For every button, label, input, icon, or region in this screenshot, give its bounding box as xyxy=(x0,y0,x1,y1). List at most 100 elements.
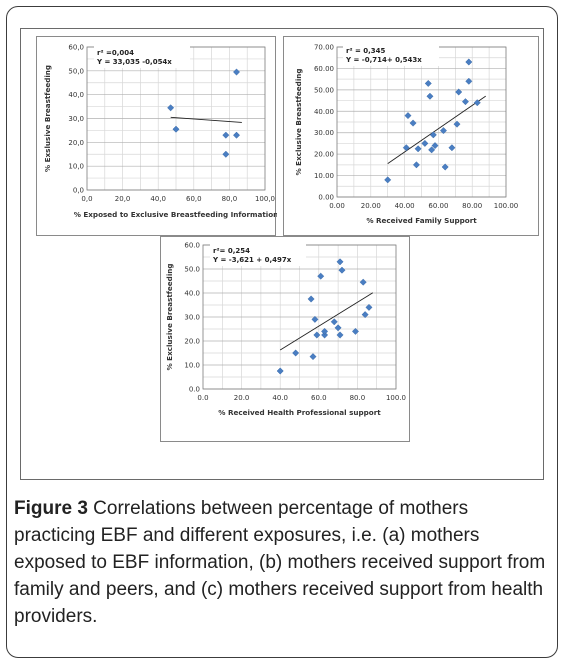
x-tick-label: 100,0 xyxy=(255,195,275,203)
regression-annotation: Y = 33,035 -0,054x xyxy=(96,58,172,66)
data-point xyxy=(313,331,321,339)
annotation-box xyxy=(94,46,190,68)
data-point xyxy=(167,104,175,112)
data-point xyxy=(321,327,329,335)
x-axis-label: % Received Family Support xyxy=(366,216,477,225)
scatter-chart-b: 0.00 20.00 40.00 60.00 80.00 100.00 0.00 10.00 2… xyxy=(294,44,519,226)
y-tick-label: 50,0 xyxy=(68,67,84,75)
data-point xyxy=(233,131,241,139)
data-point xyxy=(365,303,373,311)
x-tick-label: 40,0 xyxy=(150,195,166,203)
regression-annotation: r² = 0,345 xyxy=(346,47,386,55)
x-tick-label: 0,0 xyxy=(81,195,92,203)
data-point xyxy=(276,367,284,375)
data-point xyxy=(336,258,344,266)
data-point xyxy=(330,318,338,326)
y-tick-label: 0,0 xyxy=(73,187,84,195)
data-point xyxy=(428,146,436,154)
y-axis-label: % Exclusive Breastfeeding xyxy=(165,263,174,370)
data-point xyxy=(421,139,429,147)
regression-annotation: Y = -3,621 + 0,497x xyxy=(212,256,292,264)
x-tick-label: 100.00 xyxy=(494,202,519,210)
data-point xyxy=(439,127,447,135)
y-axis-label: % Exslusive Breastfeeding xyxy=(43,65,52,172)
data-point xyxy=(461,98,469,106)
data-point xyxy=(414,145,422,153)
chart-panel-a: 0,0 20,0 40,0 60,0 80,0 100,0 0,0 10,0 20,0 30,0 4… xyxy=(36,36,277,236)
data-point xyxy=(384,176,392,184)
y-tick-label: 20.00 xyxy=(314,151,334,159)
x-tick-label: 20.0 xyxy=(234,394,250,402)
data-point xyxy=(402,144,410,152)
trend-line xyxy=(279,292,374,351)
data-point xyxy=(317,272,325,280)
x-tick-label: 20,0 xyxy=(115,195,131,203)
y-axis-label: % Exclusive Breastfeeding xyxy=(294,68,303,175)
data-point xyxy=(473,99,481,107)
data-point xyxy=(455,88,463,96)
y-tick-label: 10.00 xyxy=(314,172,334,180)
x-tick-label: 40.0 xyxy=(272,394,288,402)
data-point xyxy=(441,163,449,171)
data-point xyxy=(222,150,230,158)
y-tick-label: 50.00 xyxy=(314,86,334,94)
regression-annotation: r²= 0,254 xyxy=(213,247,250,255)
data-point xyxy=(453,120,461,128)
y-tick-label: 40.0 xyxy=(184,290,200,298)
x-tick-label: 80,0 xyxy=(222,195,238,203)
regression-annotation: Y = -0,714+ 0,543x xyxy=(345,56,422,64)
x-tick-label: 80.0 xyxy=(350,394,366,402)
y-tick-label: 60.0 xyxy=(184,242,200,250)
data-point xyxy=(426,92,434,100)
data-point xyxy=(448,144,456,152)
y-tick-label: 60,0 xyxy=(68,44,84,52)
data-point xyxy=(222,131,230,139)
y-tick-label: 30,0 xyxy=(68,115,84,123)
data-point xyxy=(336,331,344,339)
x-tick-label: 20.00 xyxy=(361,202,381,210)
data-point xyxy=(292,349,300,357)
scatter-chart-a: 0,0 20,0 40,0 60,0 80,0 100,0 0,0 10,0 20,0 30,0 4… xyxy=(43,44,277,220)
x-tick-label: 60,0 xyxy=(186,195,202,203)
data-point xyxy=(309,353,317,361)
y-tick-label: 0.0 xyxy=(189,386,200,394)
scatter-chart-c: 0.0 20.0 40.0 60.0 80.0 100.0 0.0 10.0 20.0 30.0 4… xyxy=(165,242,406,418)
y-tick-label: 40,0 xyxy=(68,91,84,99)
data-point xyxy=(404,112,412,120)
y-tick-label: 70.00 xyxy=(314,44,334,52)
chart-panel-c: 0.0 20.0 40.0 60.0 80.0 100.0 0.0 10.0 20.0 30.0 4… xyxy=(160,236,410,442)
data-point xyxy=(465,77,473,85)
data-point xyxy=(351,327,359,335)
data-point xyxy=(321,331,329,339)
data-point xyxy=(424,79,432,87)
x-tick-label: 0.00 xyxy=(329,202,345,210)
x-tick-label: 80.00 xyxy=(462,202,482,210)
data-point xyxy=(172,125,180,133)
data-point xyxy=(338,266,346,274)
data-point xyxy=(409,119,417,127)
x-tick-label: 0.0 xyxy=(197,394,208,402)
chart-panel-b: 0.00 20.00 40.00 60.00 80.00 100.00 0.00 10.00 2… xyxy=(283,36,539,236)
annotation-box xyxy=(343,44,439,66)
regression-annotation: r² =0,004 xyxy=(97,49,134,57)
caption-text: Correlations between percentage of mothe… xyxy=(14,498,546,627)
data-point xyxy=(412,161,420,169)
data-point xyxy=(429,131,437,139)
y-tick-label: 10.0 xyxy=(184,362,200,370)
data-point xyxy=(307,295,315,303)
y-tick-label: 10,0 xyxy=(68,163,84,171)
x-axis-label: % Exposed to Exclusive Breastfeeding Inf… xyxy=(74,210,277,219)
trend-line xyxy=(387,95,486,164)
data-point xyxy=(431,142,439,150)
y-tick-label: 40.00 xyxy=(314,108,334,116)
data-point xyxy=(311,315,319,323)
x-tick-label: 40.00 xyxy=(395,202,415,210)
x-tick-label: 60.0 xyxy=(311,394,327,402)
y-tick-label: 20,0 xyxy=(68,139,84,147)
trend-line xyxy=(170,116,242,123)
y-tick-label: 50.0 xyxy=(184,266,200,274)
data-point xyxy=(361,311,369,319)
x-axis-label: % Received Health Professional support xyxy=(218,408,381,417)
data-point xyxy=(334,324,342,332)
data-point xyxy=(359,278,367,286)
